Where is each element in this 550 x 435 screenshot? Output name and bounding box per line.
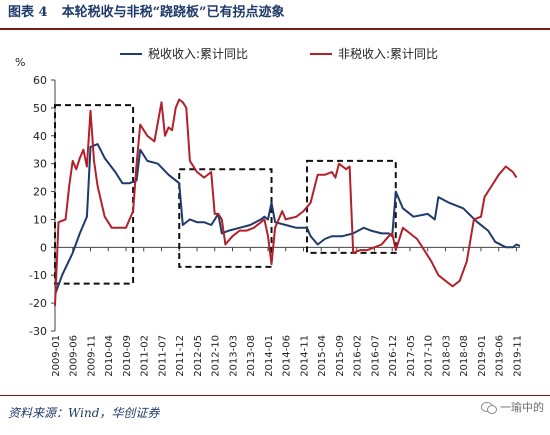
x-tick-label: 2012-10 xyxy=(211,335,222,377)
non-tax-revenue-line xyxy=(54,98,518,306)
x-tick-label: 2017-05 xyxy=(406,335,417,377)
legend: 税收收入:累计同比 非税收入:累计同比 xyxy=(120,47,438,61)
y-tick-label: 60 xyxy=(33,74,47,87)
x-tick-label: 2015-04 xyxy=(317,335,328,377)
y-tick-label: 20 xyxy=(33,186,47,199)
x-tick-label: 2018-08 xyxy=(459,335,470,377)
x-tick-label: 2011-07 xyxy=(157,335,168,377)
legend-label-non-tax: 非税收入:累计同比 xyxy=(338,47,438,61)
figure-title-text: 本轮税收与非税“跷跷板”已有拐点迹象 xyxy=(61,5,285,20)
watermark-text: 一瑜中的 xyxy=(500,401,544,414)
highlight-box xyxy=(178,168,273,268)
title-divider xyxy=(0,28,550,30)
y-tick-label: 10 xyxy=(33,213,47,226)
x-tick-label: 2010-04 xyxy=(104,335,115,377)
x-tick-label: 2016-02 xyxy=(353,335,364,377)
y-tick-label: 40 xyxy=(33,130,47,143)
x-tick-label: 2013-08 xyxy=(246,335,257,377)
source-divider xyxy=(0,395,550,396)
x-tick-label: 2016-07 xyxy=(370,335,381,377)
x-tick-label: 2010-09 xyxy=(122,335,133,377)
x-tick-label: 2016-12 xyxy=(388,335,399,377)
x-tick-label: 2011-12 xyxy=(175,335,186,377)
y-axis-unit: % xyxy=(15,56,25,69)
x-tick-label: 2012-05 xyxy=(193,335,204,377)
y-tick-label: -20 xyxy=(29,297,47,310)
y-tick-label: 0 xyxy=(40,241,47,254)
x-tick-label: 2014-01 xyxy=(264,335,275,377)
tax-revenue-line xyxy=(54,143,521,296)
watermark: 一瑜中的 xyxy=(481,399,544,415)
x-tick-label: 2014-11 xyxy=(299,335,310,377)
x-tick-label: 2011-02 xyxy=(140,335,151,377)
x-tick-label: 2019-06 xyxy=(495,335,506,377)
y-axis: -30 -20 -10 0 10 20 30 40 50 60% xyxy=(15,56,56,338)
x-tick-label: 2009-06 xyxy=(69,335,80,377)
highlight-box xyxy=(54,104,135,285)
x-tick-label: 2009-11 xyxy=(86,335,97,377)
x-tick-label: 2018-03 xyxy=(441,335,452,377)
x-tick-label: 2017-10 xyxy=(424,335,435,377)
y-tick-label: 30 xyxy=(33,158,47,171)
x-tick-label: 2014-06 xyxy=(282,335,293,377)
wechat-icon xyxy=(481,401,497,414)
series-lines xyxy=(54,98,521,306)
chart-background xyxy=(0,30,550,393)
x-tick-label: 2013-03 xyxy=(228,335,239,377)
x-tick-label: 2019-11 xyxy=(512,335,523,377)
figure-title: 图表 4 本轮税收与非税“跷跷板”已有拐点迹象 xyxy=(0,0,550,27)
y-tick-label: -30 xyxy=(29,325,47,338)
line-chart: -30 -20 -10 0 10 20 30 40 50 60% 2009-01 2009-06 20… xyxy=(0,30,550,393)
x-tick-label: 2009-01 xyxy=(51,335,62,377)
x-tick-label: 2019-01 xyxy=(477,335,488,377)
x-tick-label: 2015-09 xyxy=(335,335,346,377)
y-tick-label: 50 xyxy=(33,102,47,115)
y-tick-label: -10 xyxy=(29,269,47,282)
source-note: 资料来源：Wind，华创证券 xyxy=(8,406,160,420)
figure-label: 图表 4 xyxy=(8,5,48,20)
legend-label-tax: 税收收入:累计同比 xyxy=(148,47,248,61)
